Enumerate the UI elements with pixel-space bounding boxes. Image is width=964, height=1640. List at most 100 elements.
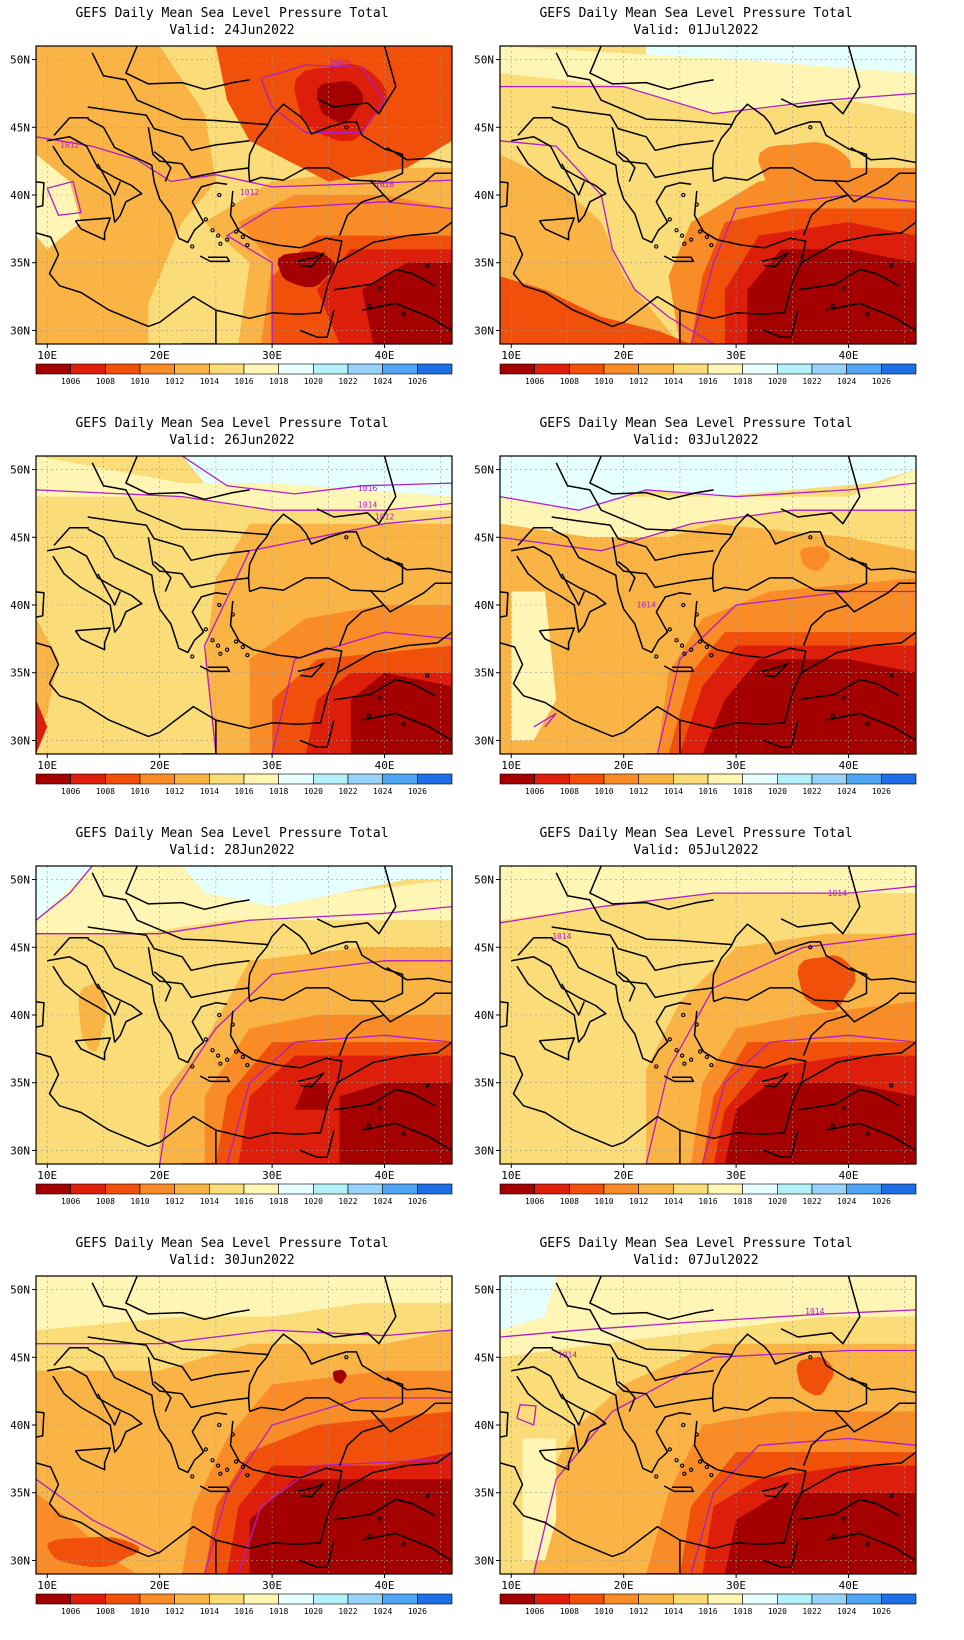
coastline: [74, 627, 111, 651]
colorbar-swatch: [742, 1593, 778, 1605]
longitude-label: 10E: [37, 1579, 57, 1592]
coastline: [761, 662, 789, 678]
colorbar-label: 1022: [338, 787, 357, 796]
coastline: [386, 1376, 452, 1394]
pressure-fill-region: [500, 276, 692, 344]
coastline: [153, 151, 172, 182]
coastline: [761, 1072, 789, 1088]
colorbar-label: 1026: [872, 377, 891, 386]
island: [215, 233, 221, 238]
colorbar-label: 1024: [837, 787, 856, 796]
island: [682, 1061, 687, 1066]
longitude-label: 10E: [37, 759, 57, 772]
latitude-label: 45N: [474, 941, 494, 954]
island: [667, 627, 672, 632]
longitude-label: 30E: [726, 349, 746, 362]
island: [654, 1064, 659, 1069]
colorbar-swatch: [534, 1183, 570, 1195]
coastline: [299, 309, 335, 338]
colorbar-label: 1008: [560, 377, 579, 386]
island: [366, 1533, 371, 1539]
island: [218, 241, 223, 246]
island: [215, 1053, 221, 1058]
island: [377, 1106, 383, 1111]
pressure-fill-region: [36, 699, 48, 754]
colorbar-label: 1012: [165, 1197, 184, 1206]
coastline: [711, 923, 868, 1003]
colorbar-label: 1016: [698, 1607, 717, 1616]
island: [688, 1057, 694, 1062]
coastline: [500, 600, 807, 738]
island: [344, 125, 349, 130]
pressure-fill-region: [294, 1082, 329, 1110]
colorbar-swatch: [382, 1183, 418, 1195]
colorbar-label: 1016: [698, 377, 717, 386]
panel-title: GEFS Daily Mean Sea Level Pressure Total: [539, 1236, 853, 1251]
island: [401, 1132, 406, 1137]
colorbar-swatch: [174, 1593, 210, 1605]
coastline: [780, 866, 861, 935]
contour-label: 1016: [358, 484, 377, 493]
island: [830, 1533, 835, 1539]
coastline: [386, 146, 452, 164]
coastline: [125, 866, 250, 911]
coastline: [299, 719, 335, 748]
colorbar-label: 1006: [61, 1607, 80, 1616]
coastline: [87, 106, 250, 152]
colorbar-swatch: [499, 1183, 535, 1195]
island: [694, 612, 699, 617]
island: [203, 217, 208, 222]
colorbar-label: 1016: [698, 1197, 717, 1206]
coastline: [336, 631, 452, 674]
colorbar-swatch: [881, 1593, 917, 1605]
coastline: [663, 1075, 695, 1083]
island: [215, 643, 221, 648]
coastline: [316, 46, 397, 115]
contour-label: 1010: [375, 180, 394, 189]
colorbar-label: 1010: [594, 1607, 613, 1616]
coastline: [511, 546, 607, 633]
colorbar-swatch: [673, 363, 709, 375]
coastline: [711, 103, 868, 183]
island: [688, 237, 694, 242]
longitude-label: 20E: [150, 349, 170, 362]
panel-title: GEFS Daily Mean Sea Level Pressure Total: [539, 826, 853, 841]
island: [203, 627, 208, 632]
coastline: [47, 1366, 143, 1453]
colorbar-swatch: [70, 1593, 106, 1605]
colorbar-swatch: [347, 773, 383, 785]
latitude-label: 35N: [474, 667, 494, 680]
colorbar-swatch: [499, 363, 535, 375]
colorbar-label: 1014: [664, 787, 683, 796]
colorbar-swatch: [777, 1593, 813, 1605]
coastline: [338, 1424, 385, 1466]
pressure-fill-region: [36, 866, 452, 934]
pressure-fill-region: [500, 46, 916, 114]
colorbar-label: 1014: [200, 1197, 219, 1206]
coastline: [802, 1014, 849, 1056]
colorbar-label: 1012: [629, 787, 648, 796]
contour-label: 1012: [375, 513, 394, 522]
island: [865, 312, 870, 317]
colorbar-label: 1026: [408, 1197, 427, 1206]
island: [401, 312, 406, 317]
colorbar-label: 1014: [664, 377, 683, 386]
island: [682, 241, 687, 246]
island: [830, 303, 835, 309]
coastline: [247, 103, 404, 183]
island: [233, 1049, 239, 1054]
coastline: [500, 1001, 509, 1028]
island: [667, 217, 672, 222]
colorbar-label: 1018: [269, 1197, 288, 1206]
island: [679, 1053, 685, 1058]
coastline: [299, 1129, 335, 1158]
island: [190, 244, 195, 249]
colorbar-swatch: [278, 1183, 314, 1195]
colorbar-swatch: [417, 1593, 453, 1605]
latitude-label: 35N: [10, 667, 30, 680]
panel-title: GEFS Daily Mean Sea Level Pressure Total: [75, 826, 389, 841]
longitude-label: 20E: [150, 1579, 170, 1592]
longitude-label: 40E: [839, 759, 859, 772]
coastline: [646, 310, 681, 344]
colorbar-label: 1018: [269, 787, 288, 796]
